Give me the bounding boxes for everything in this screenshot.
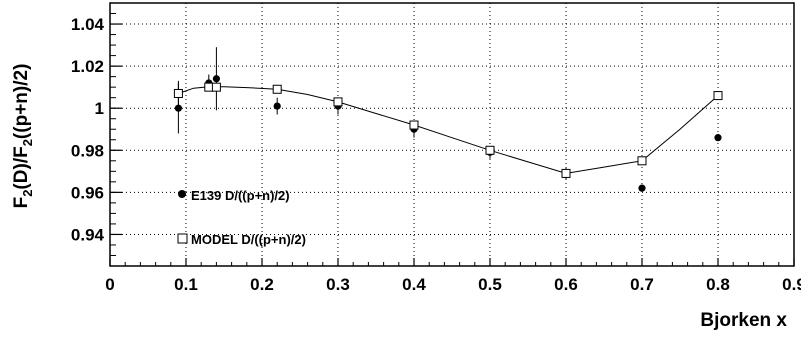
model-point xyxy=(334,98,342,106)
x-tick-label: 0.3 xyxy=(326,275,350,294)
model-point xyxy=(212,83,220,91)
e139-point xyxy=(638,185,645,192)
x-tick-label: 0.7 xyxy=(630,275,654,294)
x-tick-label: 0.8 xyxy=(706,275,730,294)
legend-label-e139: E139 D/((p+n)/2) xyxy=(191,188,290,203)
model-point xyxy=(486,146,494,154)
e139-point xyxy=(274,102,281,109)
model-point xyxy=(273,85,281,93)
legend-label-model: MODEL D/((p+n)/2) xyxy=(191,232,306,247)
model-point xyxy=(638,157,646,165)
y-label-part-1: F xyxy=(11,197,32,209)
e139-point xyxy=(714,134,721,141)
x-axis-label: Bjorken x xyxy=(700,310,787,331)
y-label-sub-1: 2 xyxy=(20,190,35,197)
x-tick-label: 0 xyxy=(105,275,114,294)
model-point xyxy=(410,121,418,129)
y-tick-label: 1.04 xyxy=(71,15,105,34)
y-tick-label: 1.02 xyxy=(71,57,104,76)
y-axis-label: F2(D)/F2((p+n)/2) xyxy=(11,64,35,209)
x-tick-label: 0.5 xyxy=(478,275,502,294)
y-label-part-2: (D)/F xyxy=(11,146,32,189)
y-tick-label: 1 xyxy=(95,99,104,118)
e139-point xyxy=(213,75,220,82)
e139-point xyxy=(175,105,182,112)
x-tick-label: 0.6 xyxy=(554,275,578,294)
model-point xyxy=(205,83,213,91)
model-point xyxy=(562,169,570,177)
model-point xyxy=(714,92,722,100)
x-tick-label: 0.9 xyxy=(782,275,801,294)
model-point xyxy=(174,89,182,97)
y-label-part-3: ((p+n)/2) xyxy=(11,64,32,139)
x-tick-label: 0.1 xyxy=(174,275,198,294)
y-tick-label: 0.98 xyxy=(71,141,104,160)
x-tick-label: 0.4 xyxy=(402,275,426,294)
x-tick-label: 0.2 xyxy=(250,275,274,294)
legend-marker-e139 xyxy=(178,190,186,198)
y-tick-label: 0.94 xyxy=(71,225,105,244)
y-tick-label: 0.96 xyxy=(71,183,104,202)
legend-marker-model xyxy=(178,234,187,243)
y-label-sub-2: 2 xyxy=(20,139,35,146)
